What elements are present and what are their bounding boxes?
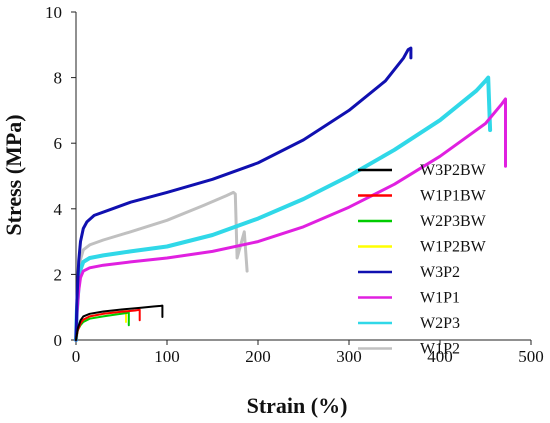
x-axis-title: Strain (%) (247, 393, 348, 418)
x-tick-label: 500 (518, 347, 544, 366)
series-line-w2p3 (74, 75, 493, 342)
legend-label-w1p2bw: W1P2BW (420, 239, 487, 256)
legend-label-w3p2bw: W3P2BW (420, 162, 487, 179)
series-line-w3p2bw (75, 304, 164, 341)
legend-label-w2p3: W2P3 (420, 315, 460, 332)
y-tick-label: 8 (54, 69, 63, 88)
legend-label-w1p2: W1P2 (420, 341, 460, 358)
x-tick-label: 300 (336, 347, 362, 366)
y-tick-label: 10 (45, 3, 62, 22)
ticks: 0 100 200 300 400 500 0 2 4 6 8 10 (45, 3, 544, 366)
series-line-w1p1 (74, 97, 507, 342)
axes (75, 12, 531, 341)
legend-label-w1p1: W1P1 (420, 290, 460, 307)
legend-label-w2p3bw: W2P3BW (420, 213, 487, 230)
legend-label-w3p2: W3P2 (420, 264, 460, 281)
x-tick-label: 400 (427, 347, 453, 366)
x-tick-label: 200 (245, 347, 271, 366)
y-tick-label: 2 (54, 265, 63, 284)
y-tick-label: 6 (54, 134, 63, 153)
legend-label-w1p1bw: W1P1BW (420, 188, 487, 205)
y-axis-title: Stress (MPa) (1, 114, 26, 235)
series-layer (74, 46, 507, 342)
y-tick-label: 0 (54, 331, 63, 350)
y-tick-label: 4 (54, 200, 63, 219)
x-tick-label: 100 (154, 347, 180, 366)
legend: W3P2BW W1P1BW W2P3BW W1P2BW W3P2 W1P1 W2P3 W1P2 (358, 162, 487, 358)
series-line-w3p2 (74, 46, 413, 342)
x-tick-label: 0 (72, 347, 81, 366)
series-line-w1p1bw (75, 308, 141, 341)
